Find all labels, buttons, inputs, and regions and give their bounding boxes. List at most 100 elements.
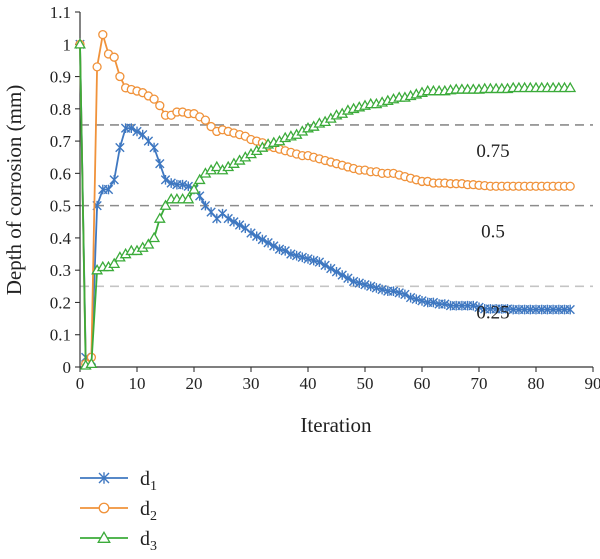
- data-point: [193, 173, 206, 185]
- y-tick-label: 0.9: [50, 68, 71, 87]
- legend-label: d1: [140, 468, 157, 494]
- data-point: [468, 300, 478, 311]
- series-d3: [74, 38, 577, 370]
- data-point: [160, 174, 171, 185]
- data-point: [92, 62, 102, 72]
- y-tick-label: 0: [63, 358, 72, 377]
- data-point: [474, 302, 484, 313]
- data-point: [565, 181, 575, 191]
- data-point: [417, 296, 427, 306]
- y-tick-label: 0.7: [50, 132, 72, 151]
- data-point: [155, 158, 165, 169]
- data-point: [98, 502, 110, 514]
- y-tick-label: 0.1: [50, 326, 71, 345]
- data-point: [371, 283, 382, 293]
- data-point: [411, 294, 421, 305]
- legend-item: d1: [80, 468, 157, 494]
- reference-line-label: 0.5: [481, 222, 505, 243]
- data-point: [149, 94, 159, 104]
- data-point: [297, 252, 307, 263]
- data-point: [565, 304, 575, 315]
- x-tick-label: 20: [186, 374, 203, 393]
- x-tick-label: 90: [585, 374, 600, 393]
- y-tick-label: 0.8: [50, 100, 71, 119]
- data-point: [85, 357, 98, 369]
- x-tick-label: 70: [471, 374, 488, 393]
- data-point: [126, 123, 136, 134]
- data-point: [360, 279, 370, 290]
- data-point: [405, 292, 416, 303]
- reference-line-label: 0.75: [476, 141, 509, 162]
- data-point: [148, 231, 161, 243]
- data-point: [269, 241, 279, 251]
- data-point: [440, 299, 450, 309]
- y-tick-label: 0.5: [50, 197, 71, 216]
- data-point: [326, 263, 336, 274]
- y-ticks: 0 0.1 0.2 0.3 0.4 0.5 0.6 0.7 0.8 0.9 1 1.1: [50, 3, 80, 377]
- x-tick-label: 60: [414, 374, 431, 393]
- y-tick-label: 0.2: [50, 293, 71, 312]
- data-point: [257, 234, 268, 245]
- data-point: [166, 178, 176, 188]
- data-point: [377, 284, 387, 295]
- data-point: [291, 250, 302, 261]
- data-point: [354, 278, 364, 288]
- data-point: [210, 160, 223, 172]
- series-layer: [74, 29, 577, 370]
- x-tick-label: 80: [528, 374, 545, 393]
- legend-label: d2: [140, 498, 157, 524]
- x-tick-label: 40: [300, 374, 317, 393]
- data-point: [177, 179, 188, 190]
- data-point: [159, 199, 172, 210]
- x-tick-label: 0: [76, 374, 85, 393]
- x-tick-label: 10: [129, 374, 146, 393]
- data-point: [263, 237, 273, 248]
- data-point: [400, 289, 410, 300]
- data-point: [303, 254, 313, 264]
- data-point: [223, 213, 233, 224]
- data-point: [286, 249, 296, 259]
- reference-lines: [80, 124, 593, 288]
- data-point: [74, 38, 86, 49]
- data-point: [149, 142, 159, 153]
- data-point: [428, 297, 439, 308]
- data-point: [388, 286, 399, 296]
- data-point: [153, 212, 166, 223]
- data-point: [366, 281, 376, 292]
- data-point: [217, 208, 228, 219]
- data-point: [188, 183, 200, 194]
- data-point: [142, 238, 155, 249]
- x-axis-title: Iteration: [300, 413, 372, 437]
- data-point: [309, 255, 319, 266]
- data-point: [109, 174, 119, 185]
- data-point: [206, 121, 216, 132]
- x-tick-label: 50: [357, 374, 374, 393]
- data-point: [109, 52, 119, 62]
- data-point: [103, 184, 114, 195]
- legend-item: d3: [80, 528, 157, 554]
- data-point: [182, 193, 195, 204]
- data-point: [252, 231, 262, 242]
- data-point: [274, 244, 285, 255]
- data-point: [337, 270, 347, 280]
- data-point: [331, 266, 342, 277]
- data-point: [348, 276, 359, 287]
- data-point: [246, 228, 256, 238]
- y-tick-label: 0.3: [50, 261, 71, 280]
- x-tick-label: 30: [243, 374, 260, 393]
- data-point: [98, 29, 108, 40]
- series-d2: [75, 29, 575, 369]
- data-point: [320, 260, 330, 271]
- data-point: [200, 115, 211, 125]
- data-point: [98, 472, 110, 484]
- reference-labels: 0.75 0.5 0.25: [476, 141, 509, 323]
- data-point: [234, 220, 245, 230]
- x-ticks: 0 10 20 30 40 50 60 70 80 90: [76, 367, 600, 393]
- data-point: [108, 257, 121, 268]
- data-point: [343, 273, 353, 284]
- y-tick-label: 1.1: [50, 3, 71, 22]
- data-point: [155, 100, 165, 111]
- y-tick-label: 0.6: [50, 164, 71, 183]
- data-point: [212, 213, 222, 224]
